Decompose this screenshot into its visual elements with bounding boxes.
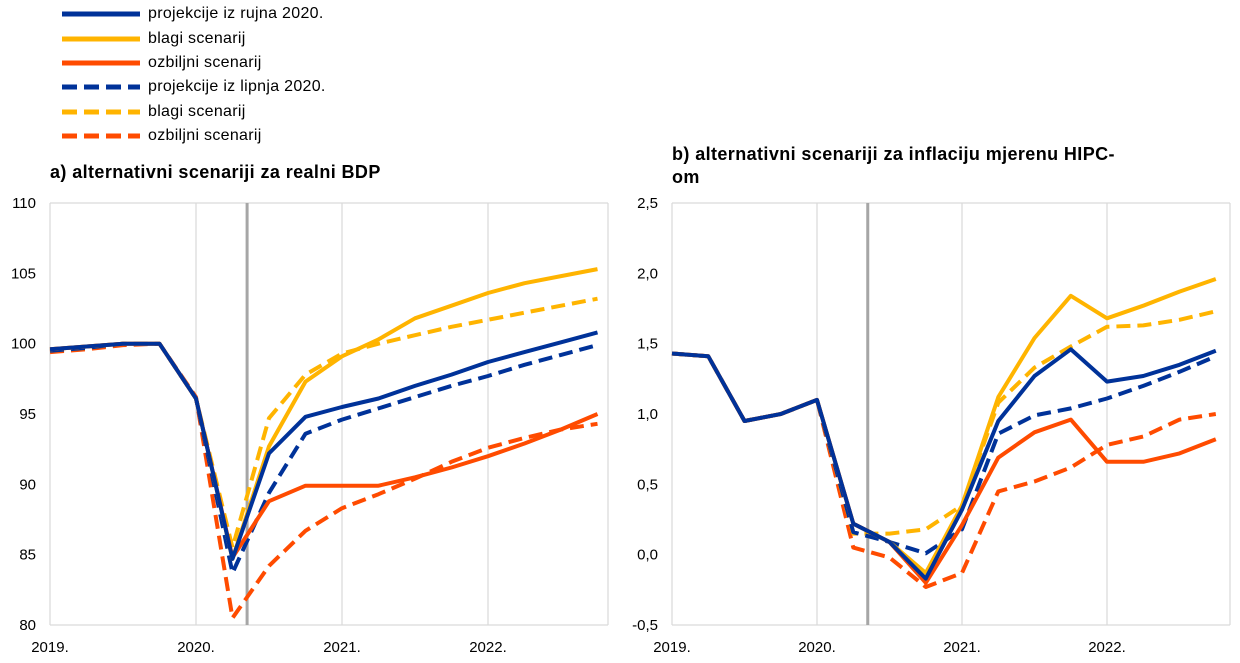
chart-b-series-jun-base (671, 351, 1217, 556)
chart-a-x-tick-label: 2020. (177, 639, 215, 656)
legend-label: projekcije iz rujna 2020. (148, 5, 324, 23)
legend-swatch (62, 11, 140, 17)
chart-a-y-tick-label: 105 (11, 265, 36, 282)
chart-a-series-sep-base (49, 330, 599, 561)
chart-b-series-jun-mild (671, 309, 1217, 536)
chart-a-x-tick-label: 2019. (31, 639, 69, 656)
legend-item: blagi scenarij (60, 26, 326, 50)
chart-a-series-sep-severe (49, 341, 599, 560)
chart-b-x-tick-label: 2022. (1088, 639, 1126, 656)
legend-label: blagi scenarij (148, 29, 246, 47)
legend-label: projekcije iz lipnja 2020. (148, 78, 326, 96)
legend-label: ozbiljni scenarij (148, 127, 262, 145)
chart-a-y-tick-label: 110 (12, 195, 36, 212)
legend-label: ozbiljni scenarij (148, 53, 262, 71)
chart-a-y-tick-label: 95 (19, 406, 36, 423)
legend-swatch (62, 60, 140, 66)
chart-b-y-tick-label: 0,5 (637, 476, 658, 493)
chart-b-x-tick-label: 2021. (943, 639, 981, 656)
legend-item: ozbiljni scenarij (60, 124, 326, 148)
chart-b-y-tick-label: 2,5 (637, 195, 658, 212)
chart-a-x-tick-label: 2021. (323, 639, 361, 656)
chart-b-x-tick-label: 2020. (798, 639, 836, 656)
chart-a-y-tick-label: 90 (19, 476, 36, 493)
legend-swatch (62, 133, 140, 139)
legend: projekcije iz rujna 2020. blagi scenarij o… (60, 2, 326, 148)
legend-item: ozbiljni scenarij (60, 51, 326, 75)
chart-a-series-jun-base (49, 341, 599, 575)
chart-a-title: a) alternativni scenariji za realni BDP (50, 162, 381, 182)
chart-b-y-tick-label: 1,5 (637, 336, 658, 353)
chart-b-y-tick-label: 0,0 (637, 547, 658, 564)
chart-a-series-jun-mild (49, 296, 598, 550)
chart-b-y-tick-label: 2,0 (637, 265, 658, 282)
chart-b-title: b) alternativni scenariji za inflaciju m… (672, 144, 1115, 187)
chart-b-series-sep-mild (671, 277, 1217, 575)
chart-a-x-tick-label: 2022. (469, 639, 507, 656)
chart-b-series-sep-base (671, 347, 1217, 581)
chart-b-x-tick-label: 2019. (653, 639, 691, 656)
legend-swatch (62, 36, 140, 42)
legend-swatch (62, 84, 140, 90)
chart-b-y-tick-label: 1,0 (637, 406, 658, 423)
chart-a-y-tick-label: 100 (11, 336, 36, 353)
legend-item: projekcije iz lipnja 2020. (60, 75, 326, 99)
chart-a-y-tick-label: 85 (19, 547, 36, 564)
chart-b-y-tick-label: -0,5 (632, 617, 658, 634)
legend-item: blagi scenarij (60, 100, 326, 124)
legend-swatch (62, 109, 140, 115)
chart-a-series-jun-severe (49, 341, 598, 620)
legend-item: projekcije iz rujna 2020. (60, 2, 326, 26)
legend-label: blagi scenarij (148, 102, 246, 120)
chart-a-y-tick-label: 80 (19, 617, 36, 634)
